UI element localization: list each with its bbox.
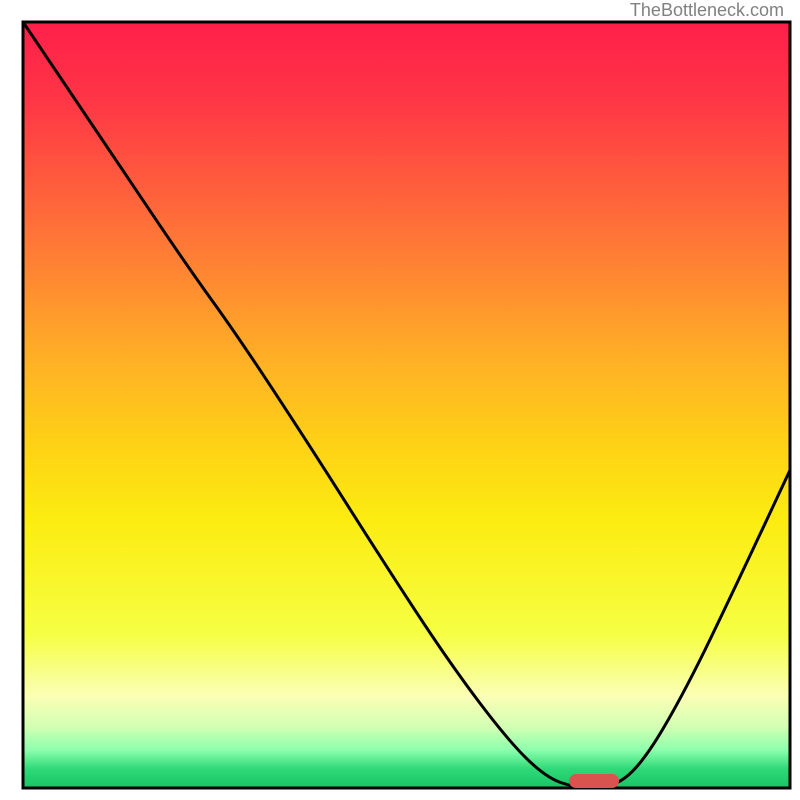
minimum-marker (569, 774, 619, 788)
gradient-curve-chart (0, 0, 800, 800)
watermark-text: TheBottleneck.com (630, 0, 784, 21)
chart-background (23, 22, 790, 788)
